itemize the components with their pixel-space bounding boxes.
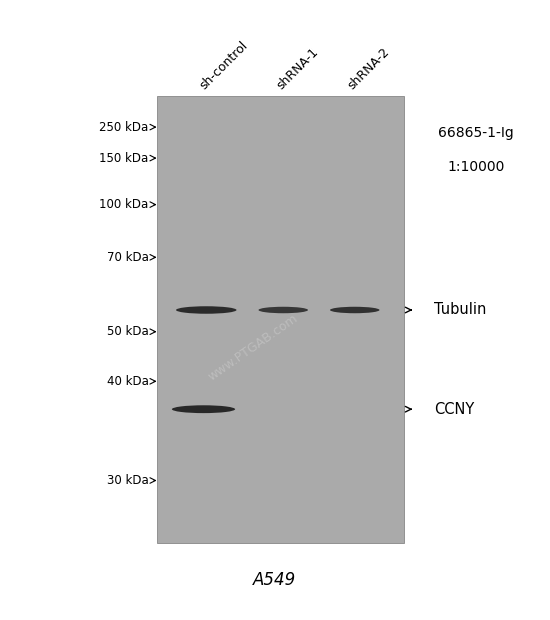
Text: 30 kDa: 30 kDa — [107, 474, 148, 487]
Text: 100 kDa: 100 kDa — [99, 198, 148, 211]
Text: 40 kDa: 40 kDa — [107, 375, 148, 388]
Text: 70 kDa: 70 kDa — [107, 251, 148, 264]
Text: shRNA-2: shRNA-2 — [345, 45, 392, 92]
Text: A549: A549 — [254, 570, 296, 589]
Text: 250 kDa: 250 kDa — [99, 121, 148, 133]
Text: Tubulin: Tubulin — [434, 303, 487, 317]
Ellipse shape — [330, 307, 380, 313]
Ellipse shape — [258, 307, 308, 313]
Ellipse shape — [172, 405, 235, 413]
Text: 66865-1-Ig: 66865-1-Ig — [438, 126, 514, 140]
Text: sh-control: sh-control — [197, 38, 250, 92]
Text: shRNA-1: shRNA-1 — [274, 45, 321, 92]
Text: CCNY: CCNY — [434, 402, 475, 417]
Text: 1:10000: 1:10000 — [447, 161, 504, 174]
Text: www.PTGAB.com: www.PTGAB.com — [206, 311, 300, 383]
Ellipse shape — [176, 306, 236, 314]
Text: 50 kDa: 50 kDa — [107, 326, 148, 338]
Text: 150 kDa: 150 kDa — [99, 152, 148, 164]
Bar — [157, 96, 404, 542]
